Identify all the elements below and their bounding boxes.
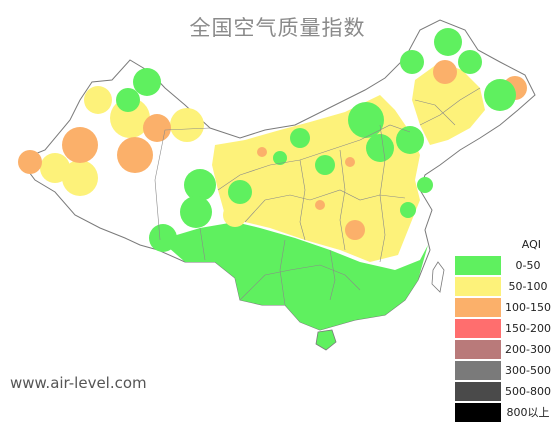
legend-title: AQI xyxy=(521,238,541,251)
aqi-spot-green-4 xyxy=(180,196,212,228)
legend-swatch xyxy=(455,297,501,317)
aqi-spot-west-5 xyxy=(40,153,70,183)
legend-item: 200-300 xyxy=(455,338,555,359)
legend-item: 0-50 xyxy=(455,254,555,275)
aqi-spot-green-8 xyxy=(366,134,394,162)
aqi-spot-green-10 xyxy=(315,155,335,175)
legend-label: 500-800 xyxy=(505,384,551,398)
aqi-spot-green-1 xyxy=(133,68,161,96)
taiwan-island xyxy=(431,261,445,293)
aqi-spot-green-2 xyxy=(116,88,140,112)
aqi-spot-orange-9 xyxy=(315,200,325,210)
aqi-spot-green-5 xyxy=(228,180,252,204)
aqi-spot-green-12 xyxy=(434,28,462,56)
aqi-region-northeast-moderate xyxy=(412,62,485,145)
map-title: 全国空气质量指数 xyxy=(189,16,366,40)
aqi-spot-west-3 xyxy=(170,108,204,142)
aqi-regions xyxy=(18,28,527,330)
legend-swatch xyxy=(455,381,501,401)
aqi-spot-green-13 xyxy=(458,50,482,74)
aqi-spot-west-6 xyxy=(223,203,247,227)
aqi-spot-orange-5 xyxy=(433,60,457,84)
legend-swatch xyxy=(455,339,501,359)
legend-swatch xyxy=(455,360,501,380)
legend-item: 150-200 xyxy=(455,317,555,338)
aqi-spot-green-17 xyxy=(400,202,416,218)
aqi-spot-orange-7 xyxy=(345,220,365,240)
legend-item: 800以上 xyxy=(455,401,555,422)
legend-item: 300-500 xyxy=(455,359,555,380)
aqi-spot-green-18 xyxy=(273,151,287,165)
aqi-legend: AQI 0-50 50-100 100-150 150-200 200-300 … xyxy=(455,236,555,422)
aqi-spot-green-9 xyxy=(396,126,424,154)
legend-label: 100-150 xyxy=(505,300,551,314)
aqi-spot-green-14 xyxy=(484,79,516,111)
aqi-spot-orange-3 xyxy=(117,137,153,173)
china-aqi-map xyxy=(18,19,536,351)
aqi-spot-orange-2 xyxy=(143,114,171,142)
aqi-spot-orange-8 xyxy=(345,157,355,167)
province-borders xyxy=(154,87,481,306)
legend-swatch xyxy=(455,276,501,296)
aqi-spot-orange-10 xyxy=(257,147,267,157)
legend-swatch xyxy=(455,318,501,338)
legend-label: 0-50 xyxy=(515,258,541,272)
aqi-spot-west-1 xyxy=(84,86,112,114)
legend-label: 800以上 xyxy=(506,406,550,419)
aqi-spot-green-16 xyxy=(417,177,433,193)
aqi-region-south-good xyxy=(160,222,428,330)
legend-swatch xyxy=(455,402,501,422)
legend-label: 300-500 xyxy=(505,363,551,377)
aqi-spot-green-11 xyxy=(290,128,310,148)
site-watermark: www.air-level.com xyxy=(10,374,147,392)
aqi-spot-orange-4 xyxy=(18,150,42,174)
aqi-spot-green-7 xyxy=(348,102,384,138)
aqi-spot-west-4 xyxy=(62,160,98,196)
legend-swatch xyxy=(455,255,501,275)
hainan-island xyxy=(315,329,337,351)
legend-item: 100-150 xyxy=(455,296,555,317)
aqi-spot-green-3 xyxy=(184,169,216,201)
legend-label: 150-200 xyxy=(505,321,551,335)
aqi-spot-green-15 xyxy=(400,50,424,74)
legend-item: 500-800 xyxy=(455,380,555,401)
legend-label: 50-100 xyxy=(508,279,548,293)
legend-label: 200-300 xyxy=(505,342,551,356)
aqi-spot-green-6 xyxy=(149,224,177,252)
aqi-spot-orange-1 xyxy=(62,127,98,163)
legend-item: 50-100 xyxy=(455,275,555,296)
